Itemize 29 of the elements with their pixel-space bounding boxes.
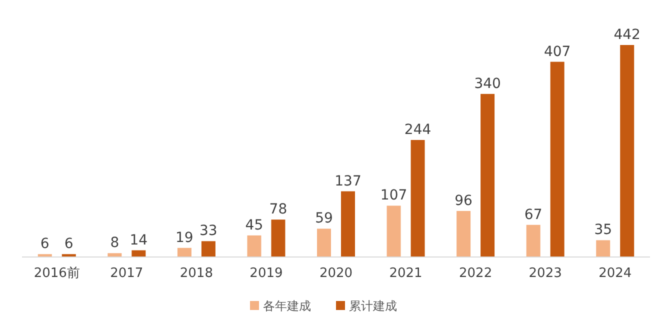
data-label: 35: [594, 222, 612, 238]
legend-label: 累计建成: [349, 299, 397, 313]
data-label: 6: [40, 236, 50, 252]
data-label: 8: [110, 235, 120, 252]
data-label: 244: [404, 122, 432, 138]
data-label: 59: [315, 210, 333, 227]
x-tick-label: 2018: [180, 266, 213, 281]
data-label: 78: [269, 202, 288, 218]
data-label: 67: [524, 206, 542, 223]
data-label: 340: [474, 76, 501, 92]
data-label: 107: [380, 188, 408, 204]
x-tick-label: 2022: [459, 266, 492, 281]
data-label: 442: [614, 27, 640, 43]
x-tick-label: 2017: [110, 266, 144, 281]
data-label: 33: [200, 223, 218, 240]
data-label: 45: [245, 217, 264, 234]
data-label: 407: [544, 44, 571, 60]
x-tick-label: 2016前: [34, 266, 80, 281]
data-label: 6: [64, 236, 74, 252]
data-label: 137: [334, 173, 362, 190]
x-tick-label: 2020: [319, 266, 353, 281]
data-label: 19: [176, 230, 194, 246]
legend-label: 各年建成: [263, 299, 311, 313]
data-label: 96: [454, 192, 473, 209]
data-label: 14: [130, 232, 148, 248]
x-tick-label: 2019: [250, 266, 283, 281]
x-tick-label: 2021: [389, 266, 422, 281]
x-tick-label: 2024: [598, 266, 632, 281]
x-tick-label: 2023: [528, 266, 562, 281]
